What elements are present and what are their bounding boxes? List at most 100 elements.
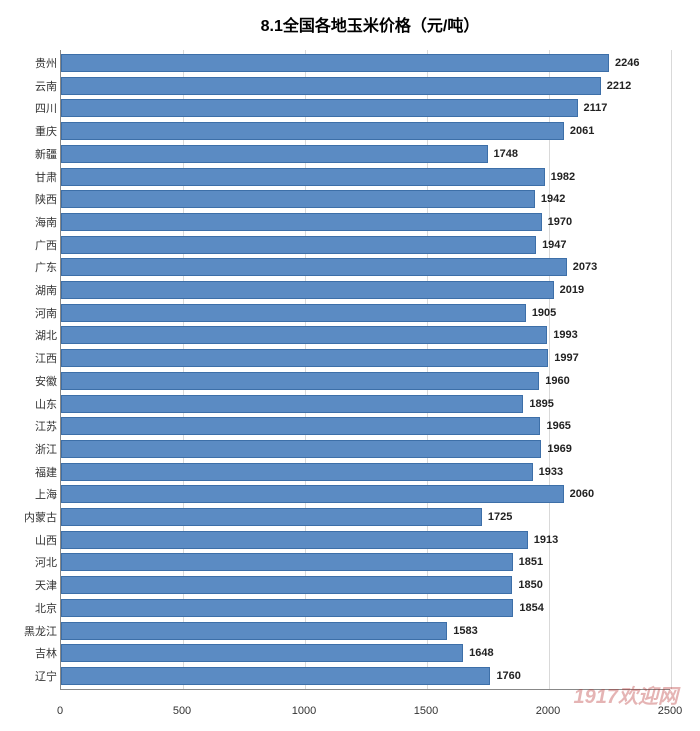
gridline	[671, 50, 672, 689]
y-axis-label: 吉林	[9, 645, 57, 661]
y-axis-label: 云南	[9, 78, 57, 94]
bar	[61, 281, 554, 299]
bar	[61, 122, 564, 140]
y-axis-label: 四川	[9, 100, 57, 116]
bar-row: 湖南2019	[61, 281, 670, 299]
bar	[61, 236, 536, 254]
bar-row: 上海2060	[61, 485, 670, 503]
bar-value-label: 1725	[488, 511, 512, 523]
y-axis-label: 陕西	[9, 191, 57, 207]
bar-value-label: 2019	[560, 284, 584, 296]
bar	[61, 417, 540, 435]
x-axis: 05001000150020002500	[60, 705, 670, 723]
bar-row: 贵州2246	[61, 54, 670, 72]
bar-value-label: 1748	[494, 148, 518, 160]
bar	[61, 622, 447, 640]
y-axis-label: 天津	[9, 577, 57, 593]
bar-value-label: 1905	[532, 307, 556, 319]
x-axis-tick: 500	[173, 705, 191, 717]
bar-value-label: 1895	[529, 398, 553, 410]
bar	[61, 508, 482, 526]
bar-value-label: 1850	[518, 579, 542, 591]
bar-row: 山东1895	[61, 395, 670, 413]
x-axis-tick: 1500	[414, 705, 438, 717]
bar-row: 福建1933	[61, 463, 670, 481]
bar-value-label: 2246	[615, 57, 639, 69]
bar-value-label: 1970	[548, 216, 572, 228]
bar-value-label: 1851	[519, 556, 543, 568]
bar-row: 江西1997	[61, 349, 670, 367]
chart-title: 8.1全国各地玉米价格（元/吨）	[60, 12, 680, 36]
bar-value-label: 1960	[545, 375, 569, 387]
bar	[61, 213, 542, 231]
bar	[61, 99, 578, 117]
bar	[61, 667, 490, 685]
y-axis-label: 江西	[9, 350, 57, 366]
bar-row: 海南1970	[61, 213, 670, 231]
bar-value-label: 1965	[546, 420, 570, 432]
bar	[61, 553, 513, 571]
bar-row: 安徽1960	[61, 372, 670, 390]
y-axis-label: 黑龙江	[9, 623, 57, 639]
bar-value-label: 1648	[469, 647, 493, 659]
bar-row: 吉林1648	[61, 644, 670, 662]
bar	[61, 463, 533, 481]
plot-area: 贵州2246云南2212四川2117重庆2061新疆1748甘肃1982陕西19…	[60, 50, 670, 690]
bar	[61, 599, 513, 617]
bar	[61, 644, 463, 662]
bar-row: 内蒙古1725	[61, 508, 670, 526]
y-axis-label: 海南	[9, 214, 57, 230]
bar	[61, 145, 488, 163]
bar-value-label: 1982	[551, 171, 575, 183]
y-axis-label: 重庆	[9, 123, 57, 139]
bar-value-label: 1993	[553, 329, 577, 341]
chart-container: 8.1全国各地玉米价格（元/吨） 贵州2246云南2212四川2117重庆206…	[0, 0, 700, 731]
bar-row: 河北1851	[61, 553, 670, 571]
bar	[61, 372, 539, 390]
y-axis-label: 贵州	[9, 55, 57, 71]
bar	[61, 168, 545, 186]
y-axis-label: 湖南	[9, 282, 57, 298]
bar-value-label: 1997	[554, 352, 578, 364]
bar-row: 陕西1942	[61, 190, 670, 208]
bar-value-label: 1947	[542, 239, 566, 251]
bar-value-label: 1913	[534, 534, 558, 546]
y-axis-label: 安徽	[9, 373, 57, 389]
bar-row: 四川2117	[61, 99, 670, 117]
bar	[61, 190, 535, 208]
y-axis-label: 上海	[9, 486, 57, 502]
bar-row: 浙江1969	[61, 440, 670, 458]
y-axis-label: 广东	[9, 259, 57, 275]
bar	[61, 304, 526, 322]
bar	[61, 54, 609, 72]
bar	[61, 258, 567, 276]
bar-value-label: 2060	[570, 488, 594, 500]
y-axis-label: 内蒙古	[9, 509, 57, 525]
bar-row: 重庆2061	[61, 122, 670, 140]
y-axis-label: 浙江	[9, 441, 57, 457]
bar-row: 湖北1993	[61, 326, 670, 344]
bar	[61, 395, 523, 413]
bar	[61, 531, 528, 549]
x-axis-tick: 2500	[658, 705, 682, 717]
bar-value-label: 2073	[573, 261, 597, 273]
bar	[61, 576, 512, 594]
bar	[61, 440, 541, 458]
bar-row: 黑龙江1583	[61, 622, 670, 640]
bar-row: 天津1850	[61, 576, 670, 594]
bar-row: 新疆1748	[61, 145, 670, 163]
bar-value-label: 1583	[453, 625, 477, 637]
bar	[61, 326, 547, 344]
bar-value-label: 1933	[539, 466, 563, 478]
y-axis-label: 江苏	[9, 418, 57, 434]
bar-row: 广东2073	[61, 258, 670, 276]
y-axis-label: 广西	[9, 237, 57, 253]
bar-row: 云南2212	[61, 77, 670, 95]
y-axis-label: 福建	[9, 464, 57, 480]
bar-row: 江苏1965	[61, 417, 670, 435]
bar-row: 北京1854	[61, 599, 670, 617]
bar-value-label: 2212	[607, 80, 631, 92]
y-axis-label: 辽宁	[9, 668, 57, 684]
bar-value-label: 1942	[541, 193, 565, 205]
y-axis-label: 新疆	[9, 146, 57, 162]
